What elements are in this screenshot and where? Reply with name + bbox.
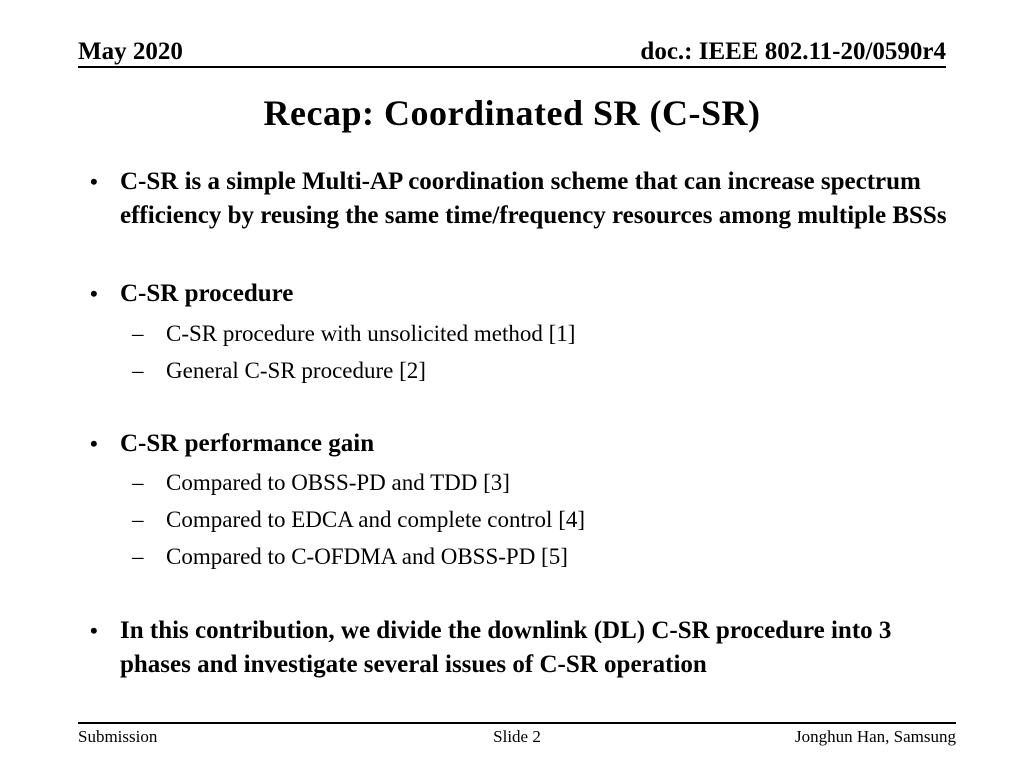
sub-bullet-item: – Compared to C-OFDMA and OBSS-PD [5]: [132, 538, 966, 575]
sub-bullet-text: Compared to EDCA and complete control [4…: [166, 507, 586, 532]
bullet-item: • In this contribution, we divide the do…: [90, 614, 966, 682]
header-rule: [78, 66, 946, 68]
sub-bullet-item: – General C-SR procedure [2]: [132, 352, 966, 389]
page-title: Recap: Coordinated SR (C-SR): [263, 93, 761, 133]
bullet-item: • C-SR procedure: [90, 277, 966, 311]
slide-header: May 2020 doc.: IEEE 802.11-20/0590r4: [78, 38, 946, 66]
sub-bullet-list: – Compared to OBSS-PD and TDD [3] – Comp…: [132, 464, 966, 575]
dash-icon: –: [132, 321, 144, 346]
bullet-text: In this contribution, we divide the down…: [120, 617, 892, 678]
bullet-icon: •: [90, 281, 98, 306]
bullet-item: • C-SR performance gain: [90, 427, 966, 461]
slide-footer: Submission Slide 2 Jonghun Han, Samsung: [78, 727, 956, 747]
footer-submission: Submission: [78, 727, 158, 746]
sub-bullet-list: – C-SR procedure with unsolicited method…: [132, 315, 966, 389]
header-doc-number: doc.: IEEE 802.11-20/0590r4: [640, 38, 946, 65]
sub-bullet-item: – Compared to OBSS-PD and TDD [3]: [132, 464, 966, 501]
dash-icon: –: [132, 544, 144, 569]
sub-bullet-text: Compared to OBSS-PD and TDD [3]: [166, 470, 510, 495]
bullet-text: C-SR performance gain: [120, 430, 375, 457]
footer-author: Jonghun Han, Samsung: [794, 727, 957, 746]
slide-body: • C-SR is a simple Multi-AP coordination…: [90, 165, 966, 682]
sub-bullet-item: – Compared to EDCA and complete control …: [132, 501, 966, 538]
dash-icon: –: [132, 470, 144, 495]
bullet-icon: •: [90, 431, 98, 456]
bullet-text: C-SR procedure: [120, 280, 294, 307]
footer-rule: [78, 722, 956, 724]
header-date: May 2020: [78, 38, 183, 65]
dash-icon: –: [132, 358, 144, 383]
sub-bullet-text: C-SR procedure with unsolicited method […: [166, 321, 576, 346]
bullet-icon: •: [90, 618, 98, 643]
dash-icon: –: [132, 507, 144, 532]
sub-bullet-text: Compared to C-OFDMA and OBSS-PD [5]: [166, 544, 568, 569]
sub-bullet-item: – C-SR procedure with unsolicited method…: [132, 315, 966, 352]
bullet-icon: •: [90, 169, 98, 194]
bullet-item: • C-SR is a simple Multi-AP coordination…: [90, 165, 966, 233]
footer-slide-number: Slide 2: [493, 727, 541, 746]
bullet-text: C-SR is a simple Multi-AP coordination s…: [120, 168, 947, 229]
sub-bullet-text: General C-SR procedure [2]: [166, 358, 426, 383]
